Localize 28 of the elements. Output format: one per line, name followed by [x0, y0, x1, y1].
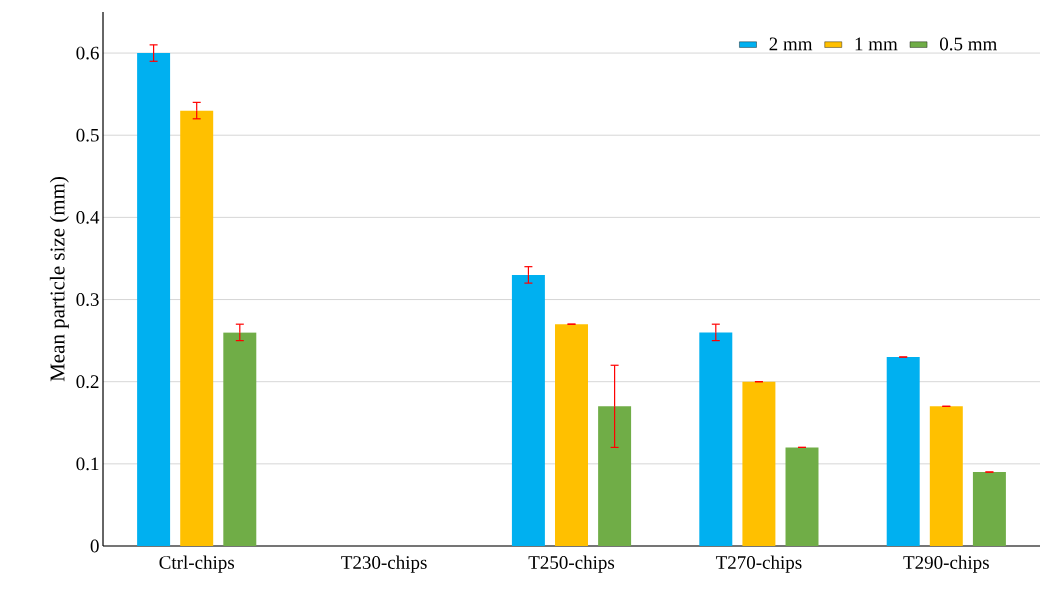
y-tick-label: 0 — [90, 539, 99, 553]
y-tick-label: 0.6 — [76, 46, 99, 60]
y-tick-label: 0.4 — [76, 210, 100, 224]
bar — [555, 324, 588, 546]
legend-label: 0.5 mm — [939, 37, 998, 51]
bar — [511, 274, 545, 546]
bar — [886, 357, 920, 546]
bar — [929, 406, 963, 546]
bar — [785, 447, 819, 546]
x-tick-label: T230-chips — [341, 555, 427, 573]
x-tick-label: T290-chips — [903, 555, 989, 573]
y-tick-label: 0.2 — [76, 375, 99, 389]
bar — [742, 381, 776, 546]
bar — [699, 332, 733, 546]
legend-label: 1 mm — [855, 37, 898, 51]
bar — [223, 332, 257, 546]
y-tick-label: 0.1 — [76, 457, 99, 471]
x-tick-label: Ctrl-chips — [159, 555, 235, 573]
legend-label: 2 mm — [769, 37, 813, 51]
bar — [598, 406, 632, 546]
y-axis-title: Mean particle size (mm) — [49, 176, 69, 382]
y-tick-label: 0.5 — [76, 128, 99, 142]
bar — [972, 472, 1006, 546]
y-tick-label: 0.3 — [76, 293, 99, 306]
bar — [180, 110, 214, 546]
x-tick-label: T250-chips — [528, 555, 615, 573]
bar — [137, 53, 171, 546]
x-tick-label: T270-chips — [715, 555, 802, 573]
